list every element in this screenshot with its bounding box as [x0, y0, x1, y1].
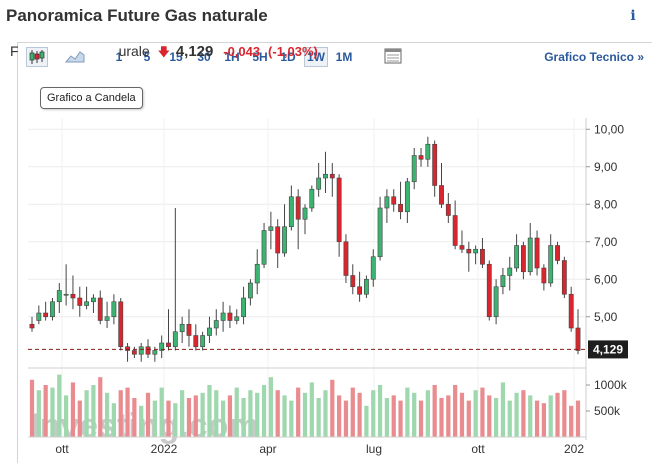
info-icon[interactable]: i	[630, 8, 636, 24]
last-price: 4,129	[175, 43, 214, 60]
tooltip: Grafico a Candela	[40, 87, 143, 109]
timeframe-5h[interactable]: 5H	[252, 50, 268, 64]
chart-toolbar: 1 5 15 30 1H 5H 1D 1W 1M Grafico Tecnico…	[18, 43, 652, 71]
page-title: Panoramica Future Gas naturale	[6, 6, 268, 25]
timeframe-15[interactable]: 15	[169, 50, 183, 64]
arrow-down-icon: 🡇	[157, 45, 170, 59]
timeframe-1d[interactable]: 1D	[280, 50, 296, 64]
chart-panel: 1 5 15 30 1H 5H 1D 1W 1M Grafico Tecnico…	[17, 42, 652, 463]
technical-chart-link[interactable]: Grafico Tecnico »	[544, 50, 644, 64]
table-view-icon[interactable]	[382, 47, 404, 67]
timeframe-1w[interactable]: 1W	[304, 47, 328, 67]
timeframe-1[interactable]: 1	[115, 50, 123, 64]
instrument-name: F	[10, 43, 19, 59]
instrument-name-end: urale	[118, 43, 150, 59]
timeframe-30[interactable]: 30	[197, 50, 211, 64]
timeframe-5[interactable]: 5	[143, 50, 151, 64]
price-change: -0,043	[223, 44, 261, 59]
price-change-percent: (-1,03%)	[268, 44, 318, 59]
area-chart-icon[interactable]	[64, 47, 86, 67]
timeframe-1m[interactable]: 1M	[335, 50, 353, 64]
timeframe-1h[interactable]: 1H	[224, 50, 240, 64]
candlestick-chart-icon[interactable]	[26, 47, 48, 67]
